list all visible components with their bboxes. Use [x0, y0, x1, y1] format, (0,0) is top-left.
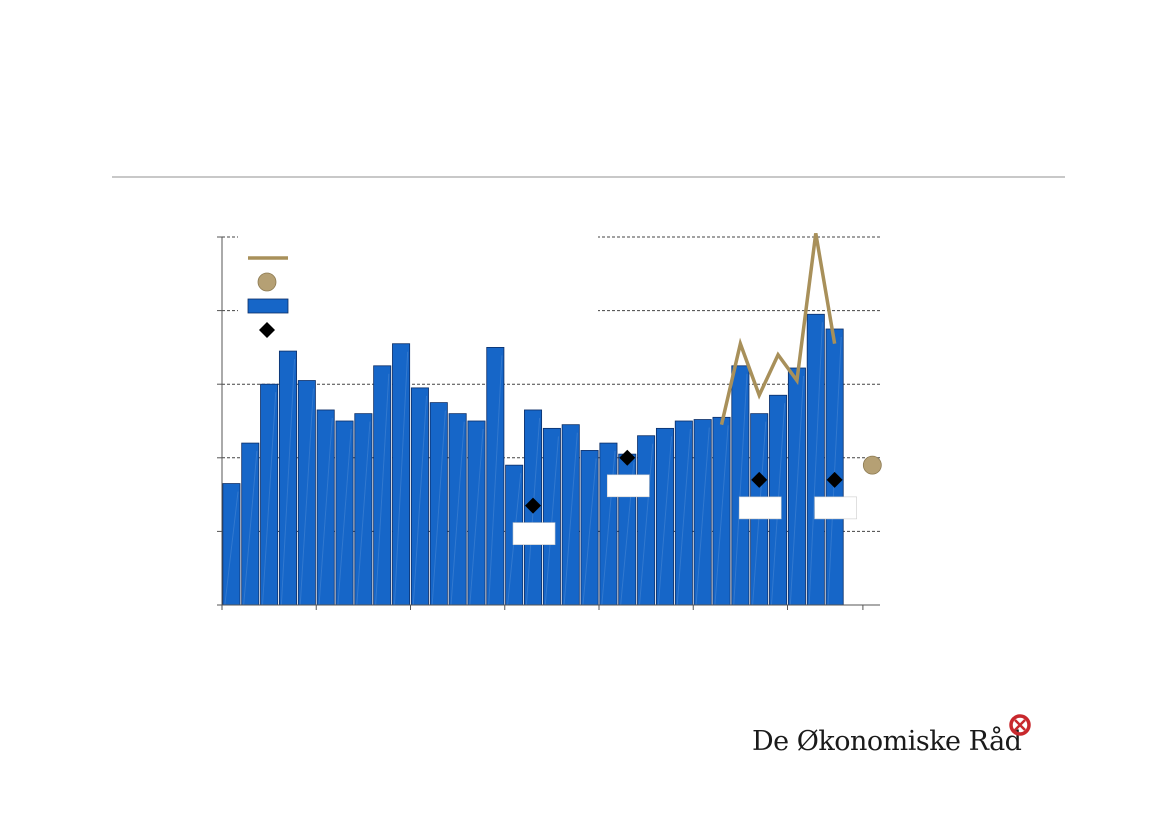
bar-hatch [488, 355, 503, 606]
bar-hatch [224, 491, 239, 606]
diamond-marker [619, 449, 636, 466]
annotation-box [814, 496, 857, 520]
annotation-box [738, 496, 782, 520]
bar-hatch [450, 421, 465, 606]
diamond-marker [826, 471, 843, 488]
bar-hatch [695, 427, 710, 606]
bar-hatch [582, 458, 597, 606]
logo: De Økonomiske Råd [752, 714, 1042, 764]
bar-hatch [544, 436, 559, 606]
bar-hatch [676, 428, 691, 606]
bar-hatch [412, 395, 428, 606]
bar-hatch [657, 436, 673, 606]
bar-hatch [714, 425, 729, 606]
marker-series [525, 449, 882, 514]
logo-text: De Økonomiske Råd [752, 726, 1022, 757]
bar-hatch [469, 428, 484, 606]
legend-circle-swatch [257, 272, 277, 292]
bar-hatch [733, 373, 748, 606]
header-rule [112, 176, 1065, 178]
bar-hatch [827, 336, 842, 606]
bar-hatch [431, 410, 446, 606]
circle-marker [862, 455, 882, 475]
bar-hatch [563, 432, 578, 606]
line-series [719, 233, 837, 426]
bar-hatch [639, 443, 654, 606]
bar-hatch [262, 392, 277, 606]
bar-series [222, 313, 844, 606]
bar-hatch [356, 421, 371, 606]
bar-hatch [243, 451, 258, 606]
bar-hatch [789, 375, 805, 606]
legend-background [238, 232, 598, 318]
diamond-marker [751, 471, 768, 488]
diamond-marker [525, 497, 542, 514]
bar-hatch [318, 417, 333, 606]
legend-diamond-swatch [259, 322, 275, 338]
annotation-boxes [512, 474, 857, 545]
line-path [719, 233, 837, 426]
bar-hatch [337, 428, 352, 606]
bar-hatch [299, 388, 314, 606]
legend [238, 232, 598, 338]
logo-mark-icon [1009, 714, 1031, 736]
bar-hatch [375, 373, 390, 606]
bar-hatch [808, 322, 823, 606]
axes [217, 236, 880, 610]
legend-bar-swatch [247, 298, 289, 314]
bar-hatch [280, 359, 296, 606]
annotation-box [606, 474, 650, 498]
annotation-box [512, 522, 556, 545]
bar-hatch [393, 351, 409, 606]
